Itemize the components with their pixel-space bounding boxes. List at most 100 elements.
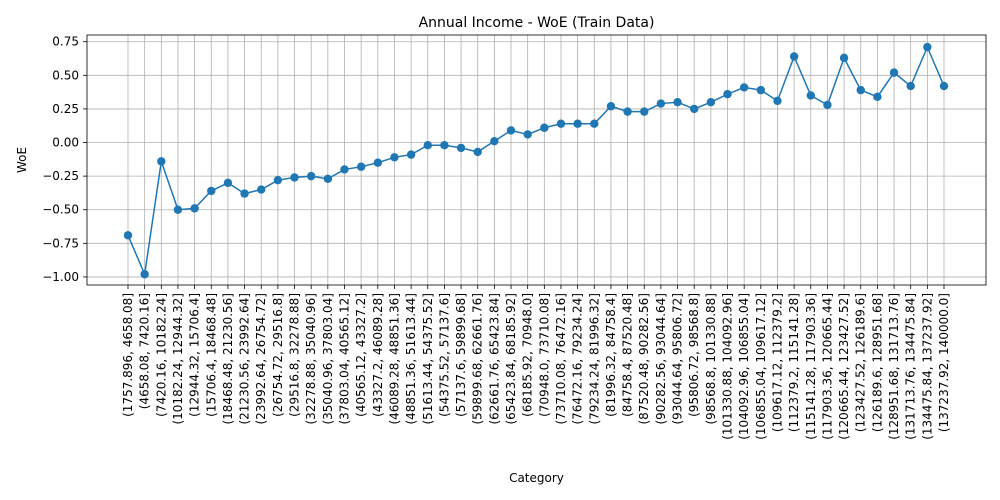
data-point	[706, 98, 716, 107]
data-point	[173, 205, 183, 214]
x-tick-label: (95806.72, 98568.8]	[687, 293, 701, 417]
data-point	[440, 141, 449, 150]
chart-title: Annual Income - WoE (Train Data)	[419, 15, 655, 31]
data-point	[939, 81, 949, 91]
series-line-layer	[127, 45, 945, 277]
data-point	[873, 92, 882, 102]
data-points-layer	[123, 42, 949, 279]
data-point	[823, 100, 832, 110]
data-point	[723, 89, 732, 99]
plot-frame	[86, 34, 987, 286]
data-point	[606, 102, 616, 111]
data-point	[789, 52, 799, 61]
data-point	[423, 141, 432, 150]
data-point	[773, 96, 782, 106]
x-tick-label: (98568.8, 101330.88]	[704, 293, 718, 425]
data-point	[889, 68, 899, 77]
x-tick-label: (84758.4, 87520.48]	[621, 293, 635, 417]
x-tick-label: (109617.12, 112379.2]	[770, 293, 784, 432]
x-tick-label: (26754.72, 29516.8]	[271, 293, 285, 417]
x-tick-label: (51613.44, 54375.52]	[421, 293, 435, 425]
data-point	[223, 178, 233, 188]
x-tick-label: (81996.32, 84758.4]	[604, 293, 618, 417]
y-axis-ticks: −1.00 −0.75 −0.50 −0.25 0.00 0.25 0.50 0.75	[42, 35, 87, 284]
x-tick-label: (54375.52, 57137.6]	[437, 293, 451, 417]
x-tick-label: (4658.08, 7420.16]	[138, 293, 152, 409]
data-point	[856, 85, 865, 95]
data-point	[406, 150, 416, 159]
x-tick-label: (32278.88, 35040.96]	[304, 293, 318, 425]
x-tick-label: (29516.8, 32278.88]	[288, 293, 302, 417]
data-point	[340, 165, 349, 174]
y-tick-label: 0.00	[52, 136, 79, 150]
data-point	[240, 189, 249, 198]
x-tick-label: (93044.64, 95806.72]	[671, 293, 685, 425]
data-point	[506, 126, 516, 135]
x-tick-label: (117903.36, 120665.44]	[820, 293, 834, 440]
data-point	[573, 119, 582, 128]
x-tick-label: (59899.68, 62661.76]	[471, 293, 485, 425]
x-tick-label: (126189.6, 128951.68]	[870, 293, 884, 432]
x-tick-label: (46089.28, 48851.36]	[387, 293, 401, 425]
data-point	[356, 162, 366, 171]
x-tick-label: (43327.2, 46089.28]	[371, 293, 385, 417]
data-point	[490, 136, 499, 146]
data-point	[839, 53, 849, 63]
x-tick-label: (57137.6, 59899.68]	[454, 293, 468, 417]
y-tick-label: 0.50	[52, 68, 79, 82]
x-tick-label: (134475.84, 137237.92]	[920, 293, 934, 440]
x-tick-label: (68185.92, 70948.0]	[521, 293, 535, 417]
x-tick-label: (70948.0, 73710.08]	[537, 293, 551, 417]
data-point	[923, 42, 932, 52]
x-tick-label: (123427.52, 126189.6]	[854, 293, 868, 432]
x-tick-label: (37803.04, 40565.12]	[337, 293, 351, 425]
data-point	[157, 157, 166, 166]
data-point	[556, 119, 566, 128]
data-point	[473, 147, 482, 157]
y-tick-label: 0.75	[52, 35, 79, 49]
y-axis-label: WoE	[15, 147, 29, 173]
y-tick-label: −0.25	[42, 169, 79, 183]
x-tick-label: (21230.56, 23992.64]	[238, 293, 252, 425]
y-tick-label: −0.75	[42, 236, 79, 250]
data-point	[373, 158, 382, 167]
x-tick-label: (35040.96, 37803.04]	[321, 293, 335, 425]
x-tick-label: (101330.88, 104092.96]	[721, 293, 735, 440]
x-tick-label: (23992.64, 26754.72]	[254, 293, 268, 425]
data-point	[323, 174, 333, 184]
x-tick-label: (7420.16, 10182.24]	[154, 293, 168, 417]
x-tick-label: (104092.96, 106855.04]	[737, 293, 751, 440]
x-tick-label: (131713.76, 134475.84]	[904, 293, 918, 440]
data-point	[207, 186, 216, 196]
x-tick-label: (128951.68, 131713.76]	[887, 293, 901, 440]
x-tick-label: (137237.92, 140000.0]	[937, 293, 951, 432]
x-tick-label: (115141.28, 117903.36]	[804, 293, 818, 440]
y-tick-label: −0.50	[42, 203, 79, 217]
x-tick-label: (15706.4, 18468.48]	[204, 293, 218, 417]
x-tick-label: (90282.56, 93044.64]	[654, 293, 668, 425]
x-tick-label: (62661.76, 65423.84]	[487, 293, 501, 425]
x-axis-ticks: (1757.896, 4658.08] (4658.08, 7420.16] (74…	[121, 285, 951, 440]
y-tick-label: −1.00	[42, 270, 79, 284]
data-point	[390, 153, 399, 162]
data-point	[123, 231, 133, 240]
data-point	[140, 270, 149, 279]
x-tick-label: (18468.48, 21230.56]	[221, 293, 235, 425]
data-point	[590, 119, 599, 128]
data-point	[273, 175, 283, 185]
data-point	[190, 204, 199, 213]
x-tick-label: (87520.48, 90282.56]	[637, 293, 651, 425]
data-point	[257, 185, 266, 194]
data-point	[656, 99, 666, 108]
data-point	[290, 173, 299, 182]
data-point	[806, 91, 815, 100]
data-point	[906, 81, 915, 91]
data-point	[690, 104, 699, 114]
data-point	[623, 107, 632, 116]
x-axis-label: Category	[509, 471, 564, 485]
data-point	[739, 83, 749, 92]
x-tick-label: (12944.32, 15706.4]	[188, 293, 202, 417]
x-tick-label: (40565.12, 43327.2]	[354, 293, 368, 417]
y-tick-label: 0.25	[52, 102, 79, 116]
